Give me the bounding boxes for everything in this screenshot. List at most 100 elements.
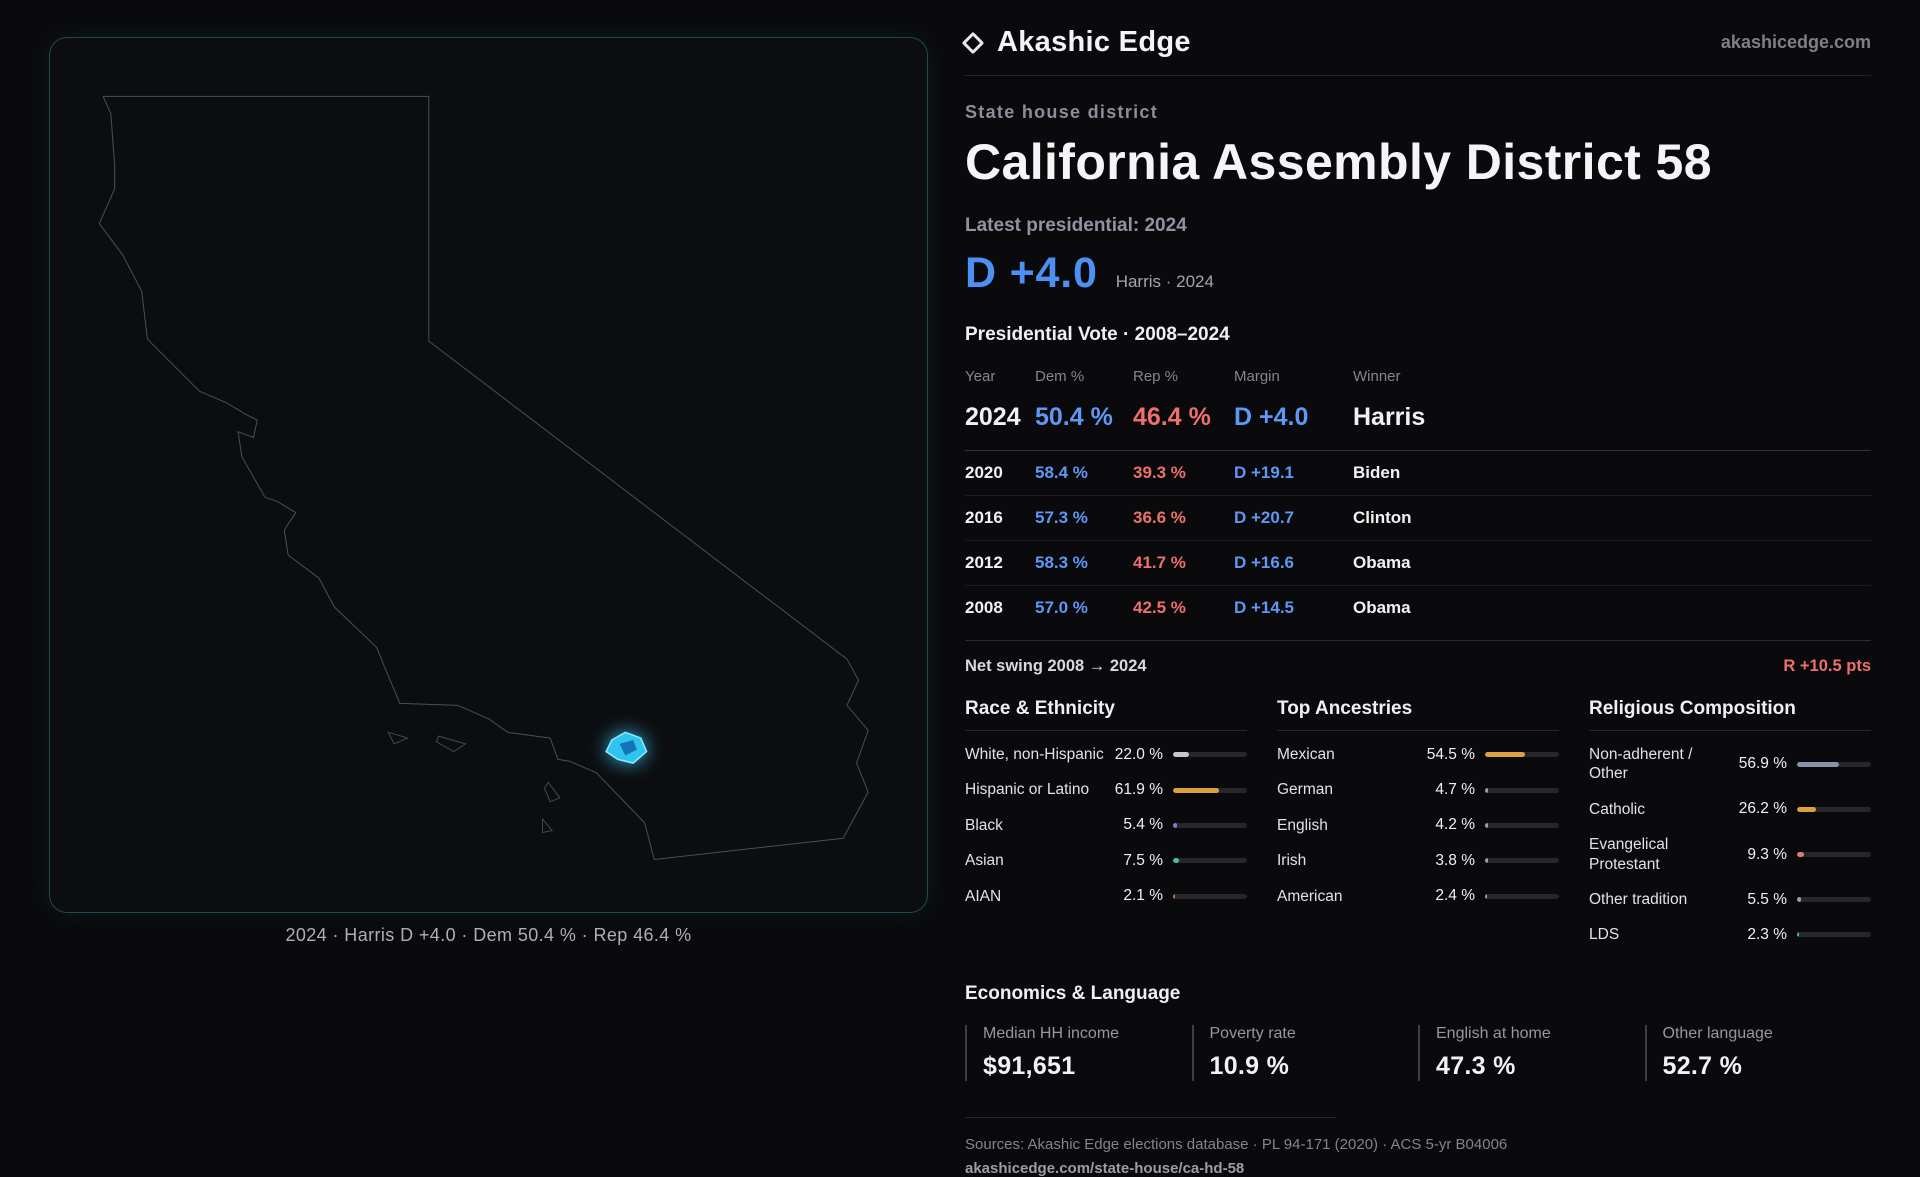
footer-divider: [965, 1116, 1337, 1118]
religion-column: Religious Composition Non-adherent / Oth…: [1589, 698, 1871, 953]
race-title: Race & Ethnicity: [965, 698, 1247, 731]
economics-title: Economics & Language: [965, 982, 1181, 1004]
demo-row: American 2.4 %: [1277, 879, 1559, 914]
demo-value: 2.4 %: [1435, 887, 1475, 905]
demo-bar: [1173, 787, 1247, 793]
cell-winner: Biden: [1353, 463, 1401, 482]
demo-value: 5.5 %: [1747, 890, 1787, 908]
col-dem: Dem %: [1035, 368, 1085, 385]
cell-winner: Harris: [1353, 403, 1426, 431]
demo-row: Evangelical Protestant 9.3 %: [1589, 827, 1871, 882]
stat-poverty-rate: Poverty rate 10.9 %: [1191, 1024, 1419, 1081]
vote-table-title: Presidential Vote · 2008–2024: [965, 324, 1230, 345]
content-column: Akashic Edge akashicedge.com State house…: [961, 26, 1872, 1177]
cell-year: 2012: [965, 553, 1003, 572]
demo-bar: [1485, 858, 1559, 864]
economics-stats: Median HH income $91,651 Poverty rate 10…: [965, 1024, 1872, 1081]
demo-label: Hispanic or Latino: [965, 781, 1090, 799]
demo-row: LDS 2.3 %: [1589, 917, 1871, 952]
sources-line: Sources: Akashic Edge elections database…: [965, 1135, 1508, 1153]
cell-winner: Obama: [1353, 598, 1411, 617]
demo-row: White, non-Hispanic 22.0 %: [965, 737, 1247, 772]
ancestries-title: Top Ancestries: [1277, 698, 1559, 731]
cell-year: 2024: [965, 403, 1021, 431]
cell-dem: 57.0 %: [1035, 598, 1088, 617]
demo-bar: [1173, 752, 1247, 758]
cell-dem: 58.3 %: [1035, 553, 1088, 572]
stat-label: English at home: [1436, 1024, 1551, 1042]
col-year: Year: [965, 368, 996, 385]
demo-value: 2.3 %: [1747, 925, 1787, 943]
cell-rep: 36.6 %: [1133, 508, 1186, 527]
channel-island: [544, 782, 559, 801]
cell-margin: D +16.6: [1234, 553, 1295, 572]
district-marker: [605, 731, 648, 764]
demo-label: Other tradition: [1589, 890, 1688, 908]
cell-dem: 57.3 %: [1035, 508, 1088, 527]
demo-row: Asian 7.5 %: [965, 843, 1247, 878]
table-row: 2016 57.3 % 36.6 % D +20.7 Clinton: [965, 496, 1871, 541]
demo-value: 7.5 %: [1123, 851, 1163, 869]
demo-value: 5.4 %: [1123, 816, 1163, 834]
stat-value: 47.3 %: [1436, 1051, 1516, 1080]
demo-value: 56.9 %: [1738, 755, 1787, 773]
demo-label: White, non-Hispanic: [965, 746, 1104, 763]
headline-context: Harris · 2024: [1115, 272, 1214, 291]
cell-rep: 42.5 %: [1133, 598, 1186, 617]
demo-value: 4.2 %: [1435, 816, 1475, 834]
site-domain-link[interactable]: akashicedge.com: [1720, 32, 1871, 52]
cell-dem: 58.4 %: [1035, 463, 1088, 482]
col-winner: Winner: [1353, 368, 1401, 385]
net-swing-row: Net swing 2008 → 2024 R +10.5 pts: [965, 640, 1871, 676]
cell-margin: D +14.5: [1234, 598, 1295, 617]
demo-label: Evangelical Protestant: [1589, 836, 1669, 873]
demo-value: 22.0 %: [1114, 745, 1163, 763]
race-column: Race & Ethnicity White, non-Hispanic 22.…: [965, 698, 1247, 953]
latest-presidential-label: Latest presidential: 2024: [965, 215, 1187, 236]
demo-label: Black: [965, 816, 1003, 834]
stat-english-at-home: English at home 47.3 %: [1418, 1024, 1645, 1081]
california-map: [80, 68, 899, 884]
header-bar: Akashic Edge akashicedge.com: [961, 26, 1871, 76]
demo-bar: [1797, 806, 1871, 812]
table-row: 2024 50.4 % 46.4 % D +4.0 Harris: [965, 395, 1871, 451]
headline-margin-row: D +4.0 Harris · 2024: [965, 249, 1871, 298]
stat-value: 10.9 %: [1209, 1051, 1290, 1080]
stat-value: $91,651: [983, 1051, 1076, 1080]
demo-value: 9.3 %: [1747, 845, 1787, 863]
demo-row: Black 5.4 %: [965, 808, 1247, 843]
demo-bar: [1485, 893, 1559, 899]
demo-row: AIAN 2.1 %: [965, 879, 1247, 914]
demo-bar: [1797, 761, 1871, 767]
stat-label: Other language: [1662, 1024, 1773, 1042]
demo-row: Other tradition 5.5 %: [1589, 882, 1871, 917]
demo-label: Irish: [1277, 852, 1307, 870]
cell-margin: D +20.7: [1234, 508, 1295, 527]
channel-island: [542, 819, 552, 832]
demographics-section: Race & Ethnicity White, non-Hispanic 22.…: [965, 698, 1871, 953]
demo-row: Non-adherent / Other 56.9 %: [1589, 737, 1871, 792]
col-rep: Rep %: [1133, 368, 1179, 385]
net-swing-label: Net swing 2008 → 2024: [965, 657, 1147, 675]
demo-label: English: [1277, 816, 1328, 834]
demo-bar: [1485, 787, 1559, 793]
demo-value: 61.9 %: [1114, 781, 1163, 799]
demo-bar: [1797, 897, 1871, 903]
map-panel: [49, 37, 928, 913]
headline-margin: D +4.0: [965, 249, 1098, 297]
demo-bar: [1797, 852, 1871, 857]
col-margin: Margin: [1234, 368, 1280, 385]
demo-bar: [1173, 893, 1247, 899]
demo-label: LDS: [1589, 926, 1620, 944]
demo-value: 2.1 %: [1123, 887, 1163, 905]
california-outline: [99, 96, 868, 859]
permalink-link[interactable]: akashicedge.com/state-house/ca-hd-58: [965, 1159, 1245, 1177]
vote-table-header: Year Dem % Rep % Margin Winner: [965, 360, 1871, 395]
cell-rep: 39.3 %: [1133, 463, 1186, 482]
cell-margin: D +19.1: [1234, 463, 1295, 482]
demo-value: 26.2 %: [1738, 800, 1787, 818]
stat-other-language: Other language 52.7 %: [1644, 1024, 1872, 1081]
religion-title: Religious Composition: [1589, 698, 1871, 731]
net-swing-value: R +10.5 pts: [1783, 657, 1871, 675]
channel-island: [388, 732, 407, 744]
